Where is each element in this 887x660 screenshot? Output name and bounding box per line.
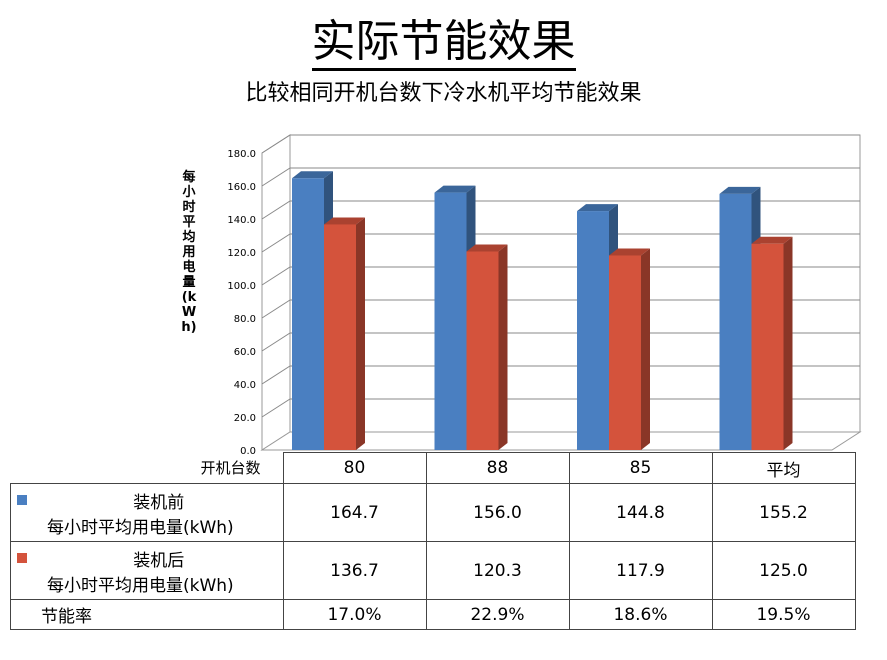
y-tick-label: 60.0 bbox=[234, 347, 256, 358]
gridline bbox=[261, 266, 860, 286]
bar-before-top bbox=[292, 171, 333, 179]
table-cell: 156.0 bbox=[425, 483, 570, 542]
table-cell: 120.3 bbox=[425, 541, 570, 600]
table-cell: 125.0 bbox=[711, 541, 856, 600]
table-row-before: 装机前 每小时平均用电量(kWh) 164.7 156.0 144.8 155.… bbox=[10, 483, 856, 542]
column-header: 80 bbox=[282, 452, 427, 484]
y-tick-label: 140.0 bbox=[227, 215, 256, 226]
table-cell: 155.2 bbox=[711, 483, 856, 542]
gridline bbox=[261, 134, 860, 154]
floor bbox=[260, 431, 862, 451]
legend-swatch-red bbox=[17, 553, 27, 563]
row-label-line2: 每小时平均用电量(kWh) bbox=[47, 517, 234, 538]
bar-after-side bbox=[641, 248, 650, 450]
bar-after-side bbox=[498, 244, 508, 450]
bar-after bbox=[751, 243, 784, 450]
y-tick-label: 0.0 bbox=[240, 446, 256, 457]
gridline bbox=[261, 167, 860, 187]
bar-after-top bbox=[751, 236, 793, 244]
table-header-row: 开机台数 80 88 85 平均 bbox=[10, 452, 856, 484]
y-tick-label: 160.0 bbox=[227, 182, 256, 193]
table-cell: 18.6% bbox=[568, 599, 713, 630]
row-label-after: 装机后 每小时平均用电量(kWh) bbox=[10, 541, 284, 600]
row-label-line1: 装机后 bbox=[133, 550, 185, 571]
bar-after-top bbox=[466, 244, 508, 252]
chart-title-text: 实际节能效果 bbox=[311, 16, 576, 71]
bar-before-top bbox=[719, 186, 761, 194]
chart-subtitle: 比较相同开机台数下冷水机平均节能效果 bbox=[245, 81, 642, 106]
row-label-line1: 装机前 bbox=[133, 492, 185, 513]
table-cell: 164.7 bbox=[282, 483, 427, 542]
data-table: 开机台数 80 88 85 平均 装机前 每小时平均用电量(kWh) 164.7… bbox=[10, 452, 856, 630]
bar-before bbox=[719, 193, 752, 451]
column-header: 85 bbox=[568, 452, 713, 484]
chart-title: 实际节能效果 bbox=[0, 14, 887, 71]
bar-after-side bbox=[356, 217, 365, 450]
side-wall bbox=[261, 134, 291, 451]
y-tick-label: 120.0 bbox=[227, 248, 256, 259]
bar-before-top bbox=[577, 204, 618, 212]
bar-before-top bbox=[434, 185, 476, 193]
row-label-saving-rate: 节能率 bbox=[10, 599, 284, 630]
table-row-after: 装机后 每小时平均用电量(kWh) 136.7 120.3 117.9 125.… bbox=[10, 541, 856, 600]
gridline bbox=[261, 200, 860, 220]
gridline bbox=[261, 332, 860, 352]
bar-before bbox=[434, 192, 467, 450]
bar-after-top bbox=[324, 217, 365, 225]
header-label: 开机台数 bbox=[10, 452, 284, 484]
y-tick-label: 180.0 bbox=[227, 149, 256, 160]
table-cell: 144.8 bbox=[568, 483, 713, 542]
y-axis-label: 每小时平均用电量(kWh) bbox=[181, 170, 197, 335]
gridline bbox=[261, 299, 860, 319]
bar-after bbox=[466, 251, 499, 450]
bar-after-top bbox=[609, 248, 650, 256]
row-label-line2: 每小时平均用电量(kWh) bbox=[47, 575, 234, 596]
column-header: 88 bbox=[425, 452, 570, 484]
y-tick-label: 100.0 bbox=[227, 281, 256, 292]
bar-after bbox=[324, 224, 356, 450]
y-tick-label: 80.0 bbox=[234, 314, 256, 325]
column-header: 平均 bbox=[711, 452, 856, 484]
table-cell: 136.7 bbox=[282, 541, 427, 600]
bar-before bbox=[292, 178, 324, 450]
bar-after bbox=[609, 255, 641, 450]
gridline bbox=[261, 398, 860, 418]
bar-after-side bbox=[783, 236, 793, 450]
gridline bbox=[261, 233, 860, 253]
gridline bbox=[261, 365, 860, 385]
table-cell: 22.9% bbox=[425, 599, 570, 630]
row-label-before: 装机前 每小时平均用电量(kWh) bbox=[10, 483, 284, 542]
table-cell: 17.0% bbox=[282, 599, 427, 630]
table-row-saving-rate: 节能率 17.0% 22.9% 18.6% 19.5% bbox=[10, 599, 856, 630]
y-tick-label: 20.0 bbox=[234, 413, 256, 424]
table-cell: 117.9 bbox=[568, 541, 713, 600]
legend-swatch-blue bbox=[17, 495, 27, 505]
bar-before bbox=[577, 211, 609, 450]
y-tick-label: 40.0 bbox=[234, 380, 256, 391]
table-cell: 19.5% bbox=[711, 599, 856, 630]
